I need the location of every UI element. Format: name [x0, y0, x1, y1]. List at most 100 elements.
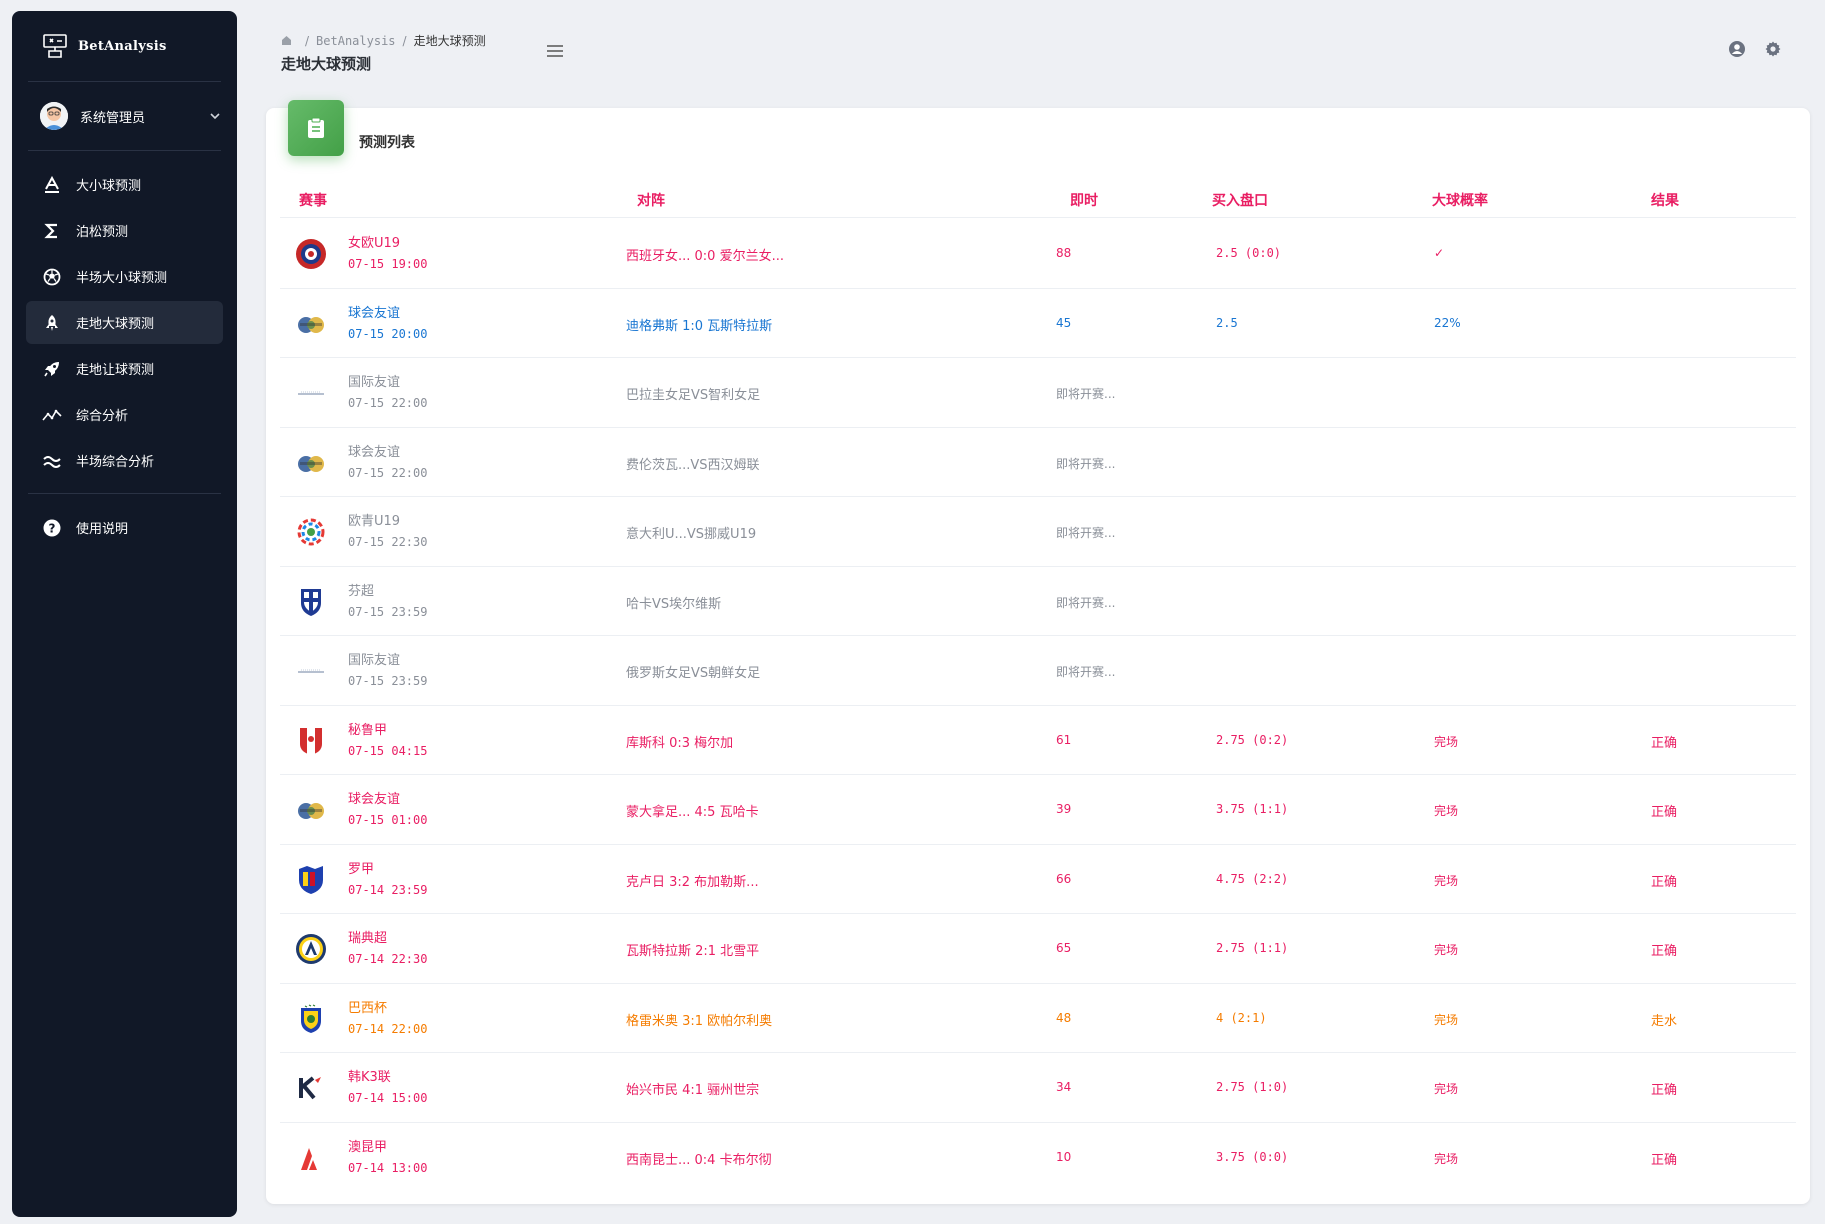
league-name[interactable]: 巴西杯: [348, 1000, 388, 1016]
matchup[interactable]: 费伦茨瓦...VS西汉姆联: [626, 457, 760, 473]
brand[interactable]: BetAnalysis: [12, 11, 237, 81]
table-row[interactable]: 韩K3联 07-14 15:00 始兴市民 4:1 骊州世宗 34 2.75 (…: [280, 1053, 1796, 1123]
match-time: 07-15 22:00: [348, 465, 428, 480]
sidebar-item-label: 使用说明: [76, 522, 129, 537]
sidebar-item-half-comprehensive[interactable]: 半场综合分析: [26, 439, 223, 482]
league-name[interactable]: 欧青U19: [348, 514, 401, 529]
sidebar-item-over-under[interactable]: 大小球预测: [26, 163, 223, 206]
sidebar-item-live-over[interactable]: 走地大球预测: [26, 301, 223, 344]
match-time: 07-15 20:00: [348, 326, 428, 341]
league-name[interactable]: 球会友谊: [348, 444, 401, 460]
league-name[interactable]: 芬超: [348, 583, 375, 599]
live-minute: 66: [1056, 871, 1072, 886]
user-menu[interactable]: 系统管理员: [12, 82, 237, 150]
live-minute: 65: [1056, 941, 1072, 955]
table-row[interactable]: 澳昆甲 07-14 13:00 西南昆士... 0:4 卡布尔彻 10 3.75…: [280, 1123, 1796, 1193]
buy-line: 3.75 (0:0): [1216, 1149, 1289, 1164]
sidebar-item-half-over-under[interactable]: 半场大小球预测: [26, 255, 223, 298]
matchup[interactable]: 瓦斯特拉斯 2:1 北雪平: [626, 944, 760, 959]
table-row[interactable]: 巴西杯 07-14 22:00 格雷米奥 3:1 欧帕尔利奥 48 4 (2:1…: [280, 984, 1796, 1053]
over-probability: 完场: [1434, 1082, 1459, 1096]
match-time: 07-14 22:00: [348, 1021, 428, 1036]
matchup[interactable]: 俄罗斯女足VS朝鲜女足: [626, 666, 761, 681]
divider: [28, 493, 221, 494]
table-row[interactable]: 秘鲁甲 07-15 04:15 库斯科 0:3 梅尔加 61 2.75 (0:2…: [280, 706, 1796, 775]
league-name[interactable]: 罗甲: [348, 861, 375, 877]
table-row[interactable]: 国际友谊 07-15 23:59 俄罗斯女足VS朝鲜女足 即将开赛...: [280, 636, 1796, 706]
home-icon[interactable]: [281, 35, 292, 46]
league-logo-icon: [295, 308, 327, 340]
sigma-icon: [42, 221, 62, 241]
sidebar-item-comprehensive[interactable]: 综合分析: [26, 393, 223, 436]
sidebar: BetAnalysis 系统管理员 大小球预测 泊松预测 半场: [12, 11, 237, 1217]
league-name[interactable]: 韩K3联: [348, 1070, 391, 1085]
table-row[interactable]: 欧青U19 07-15 22:30 意大利U...VS挪威U19 即将开赛...: [280, 497, 1796, 567]
sidebar-item-label: 综合分析: [76, 409, 129, 424]
matchup[interactable]: 迪格弗斯 1:0 瓦斯特拉斯: [626, 318, 773, 334]
column-header-result[interactable]: 结果: [1651, 193, 1679, 209]
column-header-live[interactable]: 即时: [1070, 193, 1098, 209]
sidebar-item-live-handicap[interactable]: 走地让球预测: [26, 347, 223, 390]
over-probability: 完场: [1434, 943, 1459, 957]
over-probability: ✓: [1434, 246, 1445, 260]
letter-a-icon: [42, 175, 62, 195]
column-header-league[interactable]: 赛事: [299, 193, 327, 209]
sidebar-item-label: 半场综合分析: [76, 455, 155, 470]
sidebar-item-help[interactable]: ? 使用说明: [26, 506, 223, 549]
svg-text:?: ?: [49, 521, 56, 535]
matchup[interactable]: 意大利U...VS挪威U19: [626, 527, 757, 542]
brand-name: BetAnalysis: [78, 38, 167, 54]
table-row[interactable]: 瑞典超 07-14 22:30 瓦斯特拉斯 2:1 北雪平 65 2.75 (1…: [280, 914, 1796, 984]
league-name[interactable]: 国际友谊: [348, 653, 401, 668]
match-time: 07-15 23:59: [348, 604, 428, 619]
column-header-line[interactable]: 买入盘口: [1212, 193, 1268, 209]
league-logo-icon: [295, 655, 327, 687]
league-name[interactable]: 秘鲁甲: [348, 722, 388, 738]
sidebar-item-poisson[interactable]: 泊松预测: [26, 209, 223, 252]
league-logo-icon: [295, 1003, 327, 1035]
table-row[interactable]: 芬超 07-15 23:59 哈卡VS埃尔维斯 即将开赛...: [280, 567, 1796, 636]
league-name[interactable]: 球会友谊: [348, 305, 401, 321]
settings-icon[interactable]: [1764, 40, 1782, 58]
table-row[interactable]: 罗甲 07-14 23:59 克卢日 3:2 布加勒斯... 66 4.75 (…: [280, 845, 1796, 914]
live-minute: 即将开赛...: [1056, 387, 1116, 401]
live-minute: 88: [1056, 246, 1072, 260]
table-row[interactable]: 球会友谊 07-15 22:00 费伦茨瓦...VS西汉姆联 即将开赛...: [280, 428, 1796, 497]
over-probability: 完场: [1434, 1012, 1459, 1027]
league-name[interactable]: 国际友谊: [348, 375, 401, 390]
buy-line: 2.5: [1216, 315, 1238, 330]
result: 正确: [1651, 944, 1678, 959]
matchup[interactable]: 格雷米奥 3:1 欧帕尔利奥: [626, 1013, 773, 1029]
table-row[interactable]: 女欧U19 07-15 19:00 西班牙女... 0:0 爱尔兰女... 88…: [280, 219, 1796, 289]
matchup[interactable]: 巴拉圭女足VS智利女足: [626, 388, 761, 403]
league-name[interactable]: 球会友谊: [348, 792, 401, 807]
matchup[interactable]: 西班牙女... 0:0 爱尔兰女...: [626, 249, 784, 264]
column-header-match[interactable]: 对阵: [637, 193, 665, 209]
breadcrumb-root[interactable]: BetAnalysis: [316, 33, 396, 48]
league-name[interactable]: 澳昆甲: [348, 1139, 388, 1155]
table-row[interactable]: 球会友谊 07-15 20:00 迪格弗斯 1:0 瓦斯特拉斯 45 2.5 2…: [280, 289, 1796, 358]
buy-line: 2.75 (1:1): [1216, 941, 1289, 955]
matchup[interactable]: 始兴市民 4:1 骊州世宗: [626, 1083, 760, 1098]
breadcrumb-separator: /: [402, 33, 407, 48]
league-name[interactable]: 女欧U19: [348, 236, 401, 251]
league-name[interactable]: 瑞典超: [348, 931, 388, 946]
result: 正确: [1651, 1152, 1678, 1168]
table-row[interactable]: 球会友谊 07-15 01:00 蒙大拿足... 4:5 瓦哈卡 39 3.75…: [280, 775, 1796, 845]
matchup[interactable]: 蒙大拿足... 4:5 瓦哈卡: [626, 805, 759, 820]
matchup[interactable]: 哈卡VS埃尔维斯: [626, 596, 722, 612]
live-minute: 即将开赛...: [1056, 456, 1116, 471]
matchup[interactable]: 库斯科 0:3 梅尔加: [626, 735, 734, 751]
buy-line: 4 (2:1): [1216, 1010, 1267, 1025]
league-logo-icon: [295, 586, 327, 618]
column-header-over-probability[interactable]: 大球概率: [1432, 193, 1488, 209]
live-minute: 即将开赛...: [1056, 595, 1116, 610]
menu-toggle-icon[interactable]: [546, 44, 564, 58]
account-icon[interactable]: [1728, 40, 1746, 58]
matchup[interactable]: 西南昆士... 0:4 卡布尔彻: [626, 1152, 772, 1168]
chevron-down-icon: [210, 113, 220, 120]
sidebar-nav: 大小球预测 泊松预测 半场大小球预测 走地大球预测 走地让球预测 综合分析 半场…: [12, 151, 237, 493]
buy-line: 2.5 (0:0): [1216, 246, 1282, 260]
matchup[interactable]: 克卢日 3:2 布加勒斯...: [626, 874, 759, 890]
table-row[interactable]: 国际友谊 07-15 22:00 巴拉圭女足VS智利女足 即将开赛...: [280, 358, 1796, 428]
